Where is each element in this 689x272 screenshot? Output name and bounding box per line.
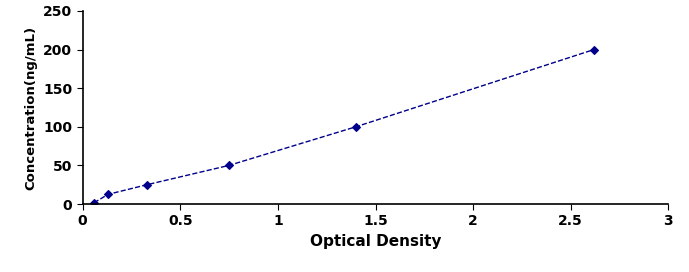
X-axis label: Optical Density: Optical Density bbox=[310, 234, 441, 249]
Y-axis label: Concentration(ng/mL): Concentration(ng/mL) bbox=[25, 25, 38, 190]
